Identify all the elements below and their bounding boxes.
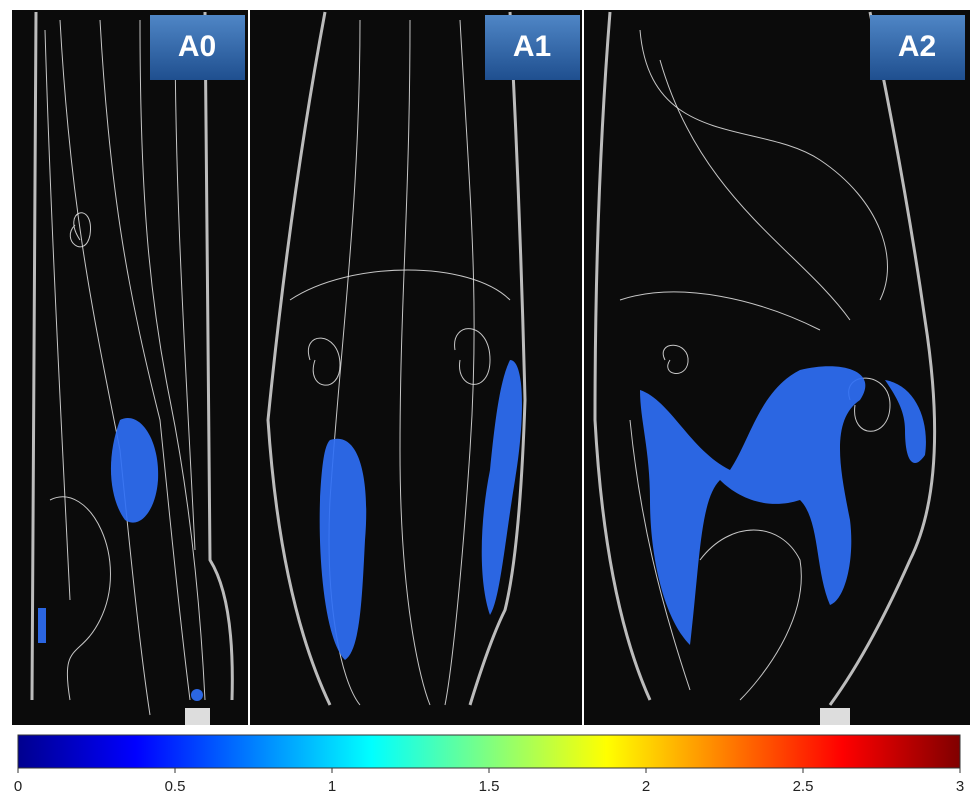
tick-label: 2	[642, 778, 650, 795]
tick-label: 0	[14, 778, 22, 795]
panel-a0: A0	[12, 10, 248, 725]
colorbar	[18, 735, 960, 768]
panel-label: A1	[513, 30, 551, 63]
tick-label: 3	[956, 778, 964, 795]
tick-label: 0.5	[165, 778, 186, 795]
tick-label: 2.5	[793, 778, 814, 795]
panel-label: A2	[898, 30, 936, 63]
colorbar-ticks: 0 0.5 1 1.5 2 2.5 3	[14, 768, 964, 795]
figure: A0 A1 A2 0 0.5 1 1.5 2 2.5 3	[0, 0, 978, 799]
panel-label: A0	[178, 30, 216, 63]
tick-label: 1	[328, 778, 336, 795]
tick-label: 1.5	[479, 778, 500, 795]
panel-a2: A2	[584, 10, 970, 725]
panel-a1: A1	[250, 10, 582, 725]
